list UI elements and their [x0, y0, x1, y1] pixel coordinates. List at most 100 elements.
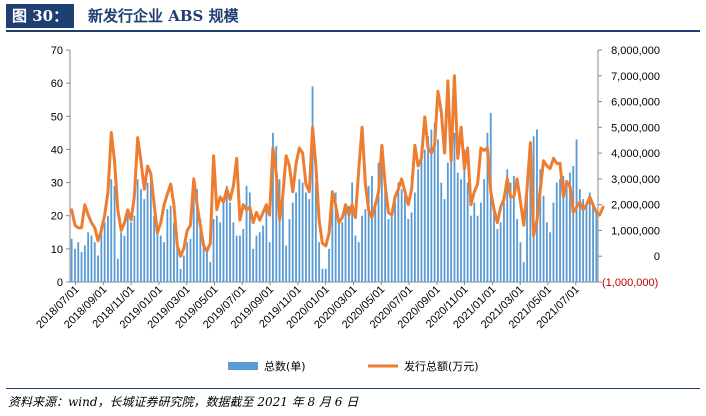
bar-count — [364, 209, 367, 282]
legend-bar-swatch — [228, 362, 258, 370]
bar-count — [394, 202, 396, 282]
bar-count — [433, 122, 436, 283]
bar-count — [456, 172, 459, 282]
bar-count — [285, 245, 288, 282]
bar-count — [479, 202, 482, 282]
bar-count — [209, 262, 212, 282]
bar-count — [407, 219, 410, 282]
y-right-tick-label: 0 — [654, 251, 660, 263]
bar-count — [301, 182, 304, 282]
bar-count — [318, 242, 321, 282]
bar-count — [103, 222, 106, 282]
bar-count — [427, 136, 429, 282]
bar-count — [430, 129, 433, 282]
bar-count — [476, 215, 479, 282]
bar-count — [275, 146, 278, 282]
bar-count — [295, 192, 297, 282]
y-left-tick-label: 10 — [51, 244, 63, 256]
bar-count — [328, 248, 330, 282]
bar-count — [390, 215, 393, 282]
bar-count — [404, 195, 406, 282]
bar-count — [460, 179, 462, 282]
bar-count — [278, 179, 281, 282]
bar-count — [262, 225, 264, 282]
bar-count — [588, 192, 591, 282]
bar-count — [202, 242, 205, 282]
bar-count — [536, 129, 538, 282]
bar-count — [140, 189, 142, 282]
bar-count — [308, 199, 311, 282]
bar-count — [592, 202, 594, 282]
bar-count — [153, 215, 156, 282]
bar-count — [113, 185, 116, 282]
bar-count — [334, 192, 337, 282]
bar-count — [212, 219, 215, 282]
bar-count — [417, 169, 420, 282]
bar-count — [90, 235, 93, 282]
bar-count — [136, 179, 139, 282]
bar-count — [374, 202, 377, 282]
bar-count — [291, 202, 294, 282]
source-note: 资料来源：wind，长城证券研究院，数据截至 2021 年 8 月 6 日 — [8, 395, 359, 409]
bar-count — [357, 242, 360, 282]
bar-count — [74, 248, 76, 282]
bar-count — [410, 212, 413, 282]
bar-count — [176, 242, 179, 282]
bar-count — [509, 182, 512, 282]
bar-count — [496, 228, 499, 282]
bar-count — [446, 162, 449, 282]
bar-count — [529, 149, 532, 282]
bar-count — [219, 222, 222, 282]
bar-count — [206, 252, 208, 282]
y-right-tick-label: 1,000,000 — [611, 225, 660, 237]
y-left-tick-label: 70 — [51, 45, 63, 57]
bar-count — [173, 222, 175, 282]
bar-count — [463, 149, 466, 282]
bar-count — [595, 212, 598, 282]
bar-count — [522, 262, 525, 282]
bar-count — [107, 215, 109, 282]
bar-count — [486, 132, 489, 282]
bar-count — [235, 235, 238, 282]
bar-count — [182, 255, 185, 282]
bar-count — [506, 169, 509, 282]
bar-count — [549, 232, 552, 282]
bar-count — [420, 156, 423, 282]
bar-count — [159, 235, 162, 282]
bar-count — [450, 146, 453, 282]
line-issuance-amount — [70, 74, 605, 258]
bar-count — [572, 166, 575, 282]
bar-count — [377, 162, 380, 282]
bar-count — [242, 228, 245, 282]
bar-count — [225, 185, 228, 282]
y-right-tick-label: 6,000,000 — [611, 97, 660, 109]
bar-count — [110, 179, 113, 282]
bar-count — [93, 242, 96, 282]
bar-count — [133, 215, 136, 282]
bar-count — [169, 205, 172, 282]
bar-count — [222, 199, 225, 282]
source-divider — [6, 388, 700, 389]
bar-count — [143, 199, 146, 282]
y-left-tick-label: 0 — [57, 277, 63, 289]
bar-count — [268, 242, 271, 282]
bar-count — [298, 179, 301, 282]
y-left-tick-label: 30 — [51, 178, 63, 190]
bar-count — [166, 209, 169, 282]
y-right-tick-label: 8,000,000 — [611, 45, 660, 57]
bar-count — [248, 192, 251, 282]
bar-count — [512, 175, 515, 282]
bar-count — [186, 242, 189, 282]
figure-header: 图 30： 新发行企业 ABS 规模 — [6, 4, 700, 32]
bar-count — [252, 248, 255, 282]
bar-count — [77, 242, 80, 282]
bar-count — [192, 195, 195, 282]
bar-count — [338, 219, 340, 282]
bar-count — [179, 268, 182, 282]
y-right-tick-label: (1,000,000) — [602, 277, 658, 289]
bar-count — [265, 209, 268, 282]
y-right-tick-label: 5,000,000 — [611, 122, 660, 134]
bar-count — [344, 209, 347, 282]
bar-count — [146, 182, 149, 282]
bar-count — [565, 182, 568, 282]
